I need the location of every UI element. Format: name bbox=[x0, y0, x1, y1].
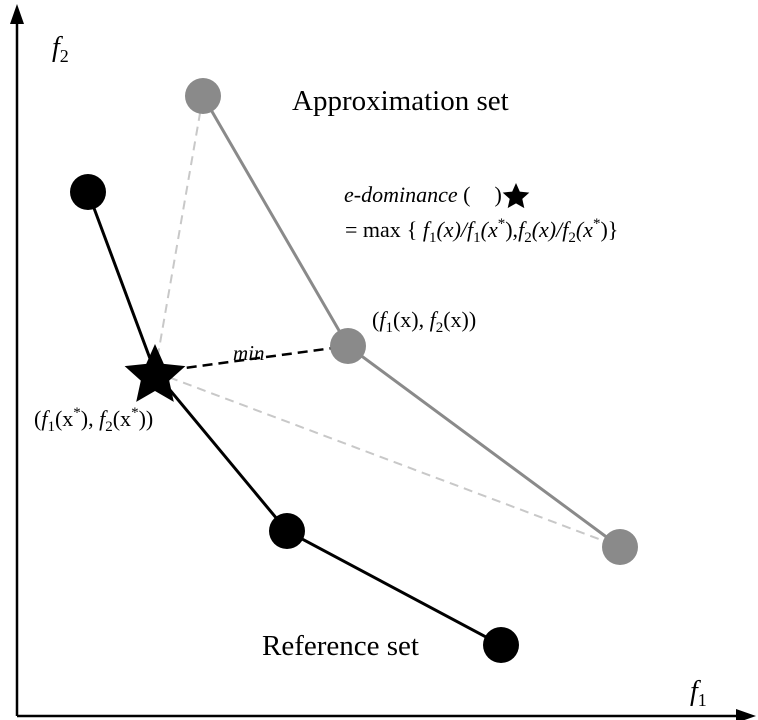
formula-xs: (x bbox=[481, 217, 498, 242]
x-axis-subscript: 1 bbox=[698, 690, 707, 710]
formula-xs2: (x bbox=[576, 217, 593, 242]
pa-x1: (x), bbox=[393, 307, 430, 332]
reference-point bbox=[269, 513, 305, 549]
pr-x2a: (x bbox=[113, 406, 131, 431]
formula-star2: * bbox=[593, 216, 601, 232]
formula-max: = max bbox=[345, 217, 401, 242]
pr-f2: f bbox=[99, 406, 108, 431]
pr-sub2: 2 bbox=[105, 419, 113, 435]
e-dominance-name: e-dominance bbox=[344, 182, 458, 207]
pa-open: ( bbox=[372, 307, 379, 332]
reference-point bbox=[483, 627, 519, 663]
e-dominance-close-paren: ) bbox=[494, 182, 501, 207]
pr-star1: * bbox=[73, 405, 81, 421]
dashed-line-star-to-top-approx bbox=[154, 95, 204, 373]
formula-sub2b: 2 bbox=[568, 230, 576, 246]
pr-sub1: 1 bbox=[47, 419, 55, 435]
formula-sub1b: 1 bbox=[473, 230, 481, 246]
formula-f2b: f bbox=[562, 217, 571, 242]
formula-x: (x)/ bbox=[436, 217, 468, 242]
approximation-point bbox=[602, 529, 638, 565]
formula-f1b: f bbox=[467, 217, 476, 242]
pr-star2: * bbox=[131, 405, 139, 421]
dashed-line-star-to-right-approx bbox=[154, 371, 621, 548]
star-icon bbox=[124, 344, 186, 402]
reference-set-line bbox=[86, 191, 502, 647]
x-axis-label: f1 bbox=[690, 676, 707, 710]
e-dominance-formula: = max{ f1(x)/f1(x*),f2(x)/f2(x*)} bbox=[345, 216, 618, 246]
y-axis-label: f2 bbox=[52, 32, 69, 66]
e-dominance-title: e-dominance () bbox=[344, 182, 502, 207]
formula-f2: f bbox=[518, 217, 527, 242]
pr-x1b: ), bbox=[81, 406, 99, 431]
formula-sub1: 1 bbox=[429, 230, 437, 246]
approximation-point bbox=[330, 328, 366, 364]
formula-close1: ), bbox=[505, 217, 518, 242]
y-axis-arrowhead bbox=[10, 4, 24, 24]
x-axis-arrowhead bbox=[736, 709, 756, 720]
pr-x2b: )) bbox=[139, 406, 154, 431]
pr-f1: f bbox=[41, 406, 50, 431]
pa-f1: f bbox=[379, 307, 388, 332]
y-axis-symbol: f bbox=[52, 32, 63, 63]
approximation-point-label: (f1(x), f2(x)) bbox=[372, 307, 476, 336]
formula-close2: )} bbox=[600, 217, 618, 242]
approximation-point bbox=[185, 78, 221, 114]
reference-point bbox=[70, 174, 106, 210]
min-distance-line bbox=[154, 344, 349, 374]
reference-set-label: Reference set bbox=[262, 630, 419, 662]
formula-x2: (x)/ bbox=[532, 217, 564, 242]
pa-f2: f bbox=[430, 307, 439, 332]
reference-point-label: (f1(x*), f2(x*)) bbox=[34, 405, 153, 435]
pa-sub2: 2 bbox=[436, 320, 444, 336]
formula-sub2: 2 bbox=[524, 230, 532, 246]
pa-sub1: 1 bbox=[385, 320, 393, 336]
axes bbox=[10, 4, 756, 720]
min-label: min bbox=[233, 341, 265, 365]
x-axis-symbol: f bbox=[690, 676, 701, 707]
star-icon bbox=[502, 183, 530, 209]
pr-open: ( bbox=[34, 406, 41, 431]
y-axis-subscript: 2 bbox=[60, 46, 69, 66]
approximation-set-label: Approximation set bbox=[292, 85, 509, 117]
formula-f1: f bbox=[423, 217, 432, 242]
formula-star: * bbox=[498, 216, 506, 232]
formula-brace-open: { bbox=[407, 217, 423, 242]
pa-x2: (x)) bbox=[443, 307, 476, 332]
e-dominance-open-paren: ( bbox=[458, 182, 471, 207]
pr-x1a: (x bbox=[55, 406, 73, 431]
